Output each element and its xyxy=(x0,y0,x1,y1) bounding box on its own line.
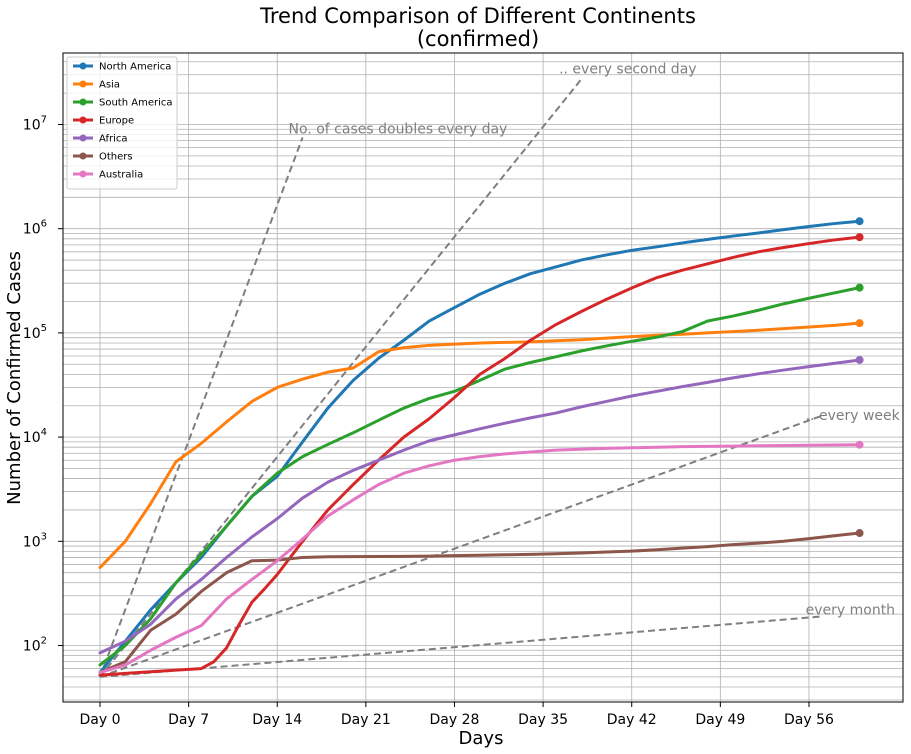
x-tick-label: Day 42 xyxy=(607,712,657,728)
legend-swatch-marker xyxy=(79,80,87,88)
legend-entry-label: Africa xyxy=(99,134,128,145)
legend-swatch-marker xyxy=(79,170,87,178)
reference-line-label: No. of cases doubles every day xyxy=(289,122,508,138)
legend-entry-label: South America xyxy=(99,98,173,109)
x-tick-label: Day 7 xyxy=(168,712,209,728)
y-tick-label-exponent: 6 xyxy=(41,219,47,230)
legend-swatch-marker xyxy=(79,152,87,160)
series-end-marker xyxy=(855,217,864,226)
legend-swatch-marker xyxy=(79,134,87,142)
x-axis-label: Days xyxy=(459,728,504,749)
legend-swatch-marker xyxy=(79,98,87,106)
legend-entry-label: Australia xyxy=(99,170,143,181)
y-tick-label-base: 10 xyxy=(23,639,41,655)
y-tick-label: 102 xyxy=(23,636,47,655)
reference-line xyxy=(99,414,822,678)
plot-frame xyxy=(62,52,904,703)
series-line xyxy=(98,321,862,570)
reference-line-label: .. every week xyxy=(806,408,901,424)
x-tick-label: Day 35 xyxy=(518,712,568,728)
y-tick-label: 107 xyxy=(23,115,47,134)
series-end-marker xyxy=(855,440,864,449)
y-tick-label-exponent: 3 xyxy=(41,531,47,542)
y-tick-label: 103 xyxy=(23,531,47,550)
y-tick-label-exponent: 5 xyxy=(41,323,47,334)
legend-entry-label: North America xyxy=(99,62,171,73)
reference-line-label: every month xyxy=(806,602,895,618)
y-tick-label-base: 10 xyxy=(23,222,41,238)
series-end-marker xyxy=(855,319,864,328)
x-axis: Day 0 Day 7 Day 14 Day 21 Day 28 Day 35 Day 42… xyxy=(79,702,834,728)
y-tick-label: 106 xyxy=(23,219,47,238)
y-tick-label-base: 10 xyxy=(23,326,41,342)
legend: North America Asia South America Europe Afri… xyxy=(66,56,178,190)
y-tick-label-base: 10 xyxy=(23,118,41,134)
series-line xyxy=(98,358,862,655)
x-tick-label: Day 14 xyxy=(252,712,302,728)
reference-line xyxy=(99,137,304,678)
y-tick-label-exponent: 4 xyxy=(41,427,47,438)
legend-swatch-marker xyxy=(79,62,87,70)
x-tick-label: Day 28 xyxy=(430,712,480,728)
chart-title: Trend Comparison of Different Continents xyxy=(259,4,696,28)
series-line xyxy=(98,235,862,677)
x-tick-label: Day 56 xyxy=(784,712,834,728)
series-end-marker xyxy=(855,283,864,292)
series-line xyxy=(98,286,862,667)
reference-labels: No. of cases doubles every day .. every s… xyxy=(289,62,901,619)
y-tick-label-base: 10 xyxy=(23,534,41,550)
reference-line-label: .. every second day xyxy=(559,62,696,78)
chart-subtitle: (confirmed) xyxy=(417,27,539,51)
y-tick-label: 104 xyxy=(23,427,47,446)
y-tick-label: 105 xyxy=(23,323,47,342)
x-tick-label: Day 0 xyxy=(79,712,120,728)
reference-line xyxy=(99,615,822,678)
legend-entry-label: Asia xyxy=(99,80,120,91)
legend-entry-label: Europe xyxy=(99,116,134,127)
legend-entry-label: Others xyxy=(99,152,133,163)
series-line xyxy=(98,443,862,675)
series-end-marker xyxy=(855,355,864,364)
y-tick-label-exponent: 7 xyxy=(41,115,47,126)
x-tick-label: Day 21 xyxy=(341,712,391,728)
y-tick-label-base: 10 xyxy=(23,430,41,446)
series-end-marker xyxy=(855,529,864,538)
x-tick-label: Day 49 xyxy=(695,712,745,728)
y-axis-label: Number of Confirmed Cases xyxy=(4,251,25,505)
y-tick-label-exponent: 2 xyxy=(41,636,47,647)
series-lines xyxy=(98,217,864,677)
series-line xyxy=(98,531,862,675)
legend-swatch-marker xyxy=(79,116,87,124)
series-end-marker xyxy=(855,233,864,242)
legend-box xyxy=(66,56,178,190)
